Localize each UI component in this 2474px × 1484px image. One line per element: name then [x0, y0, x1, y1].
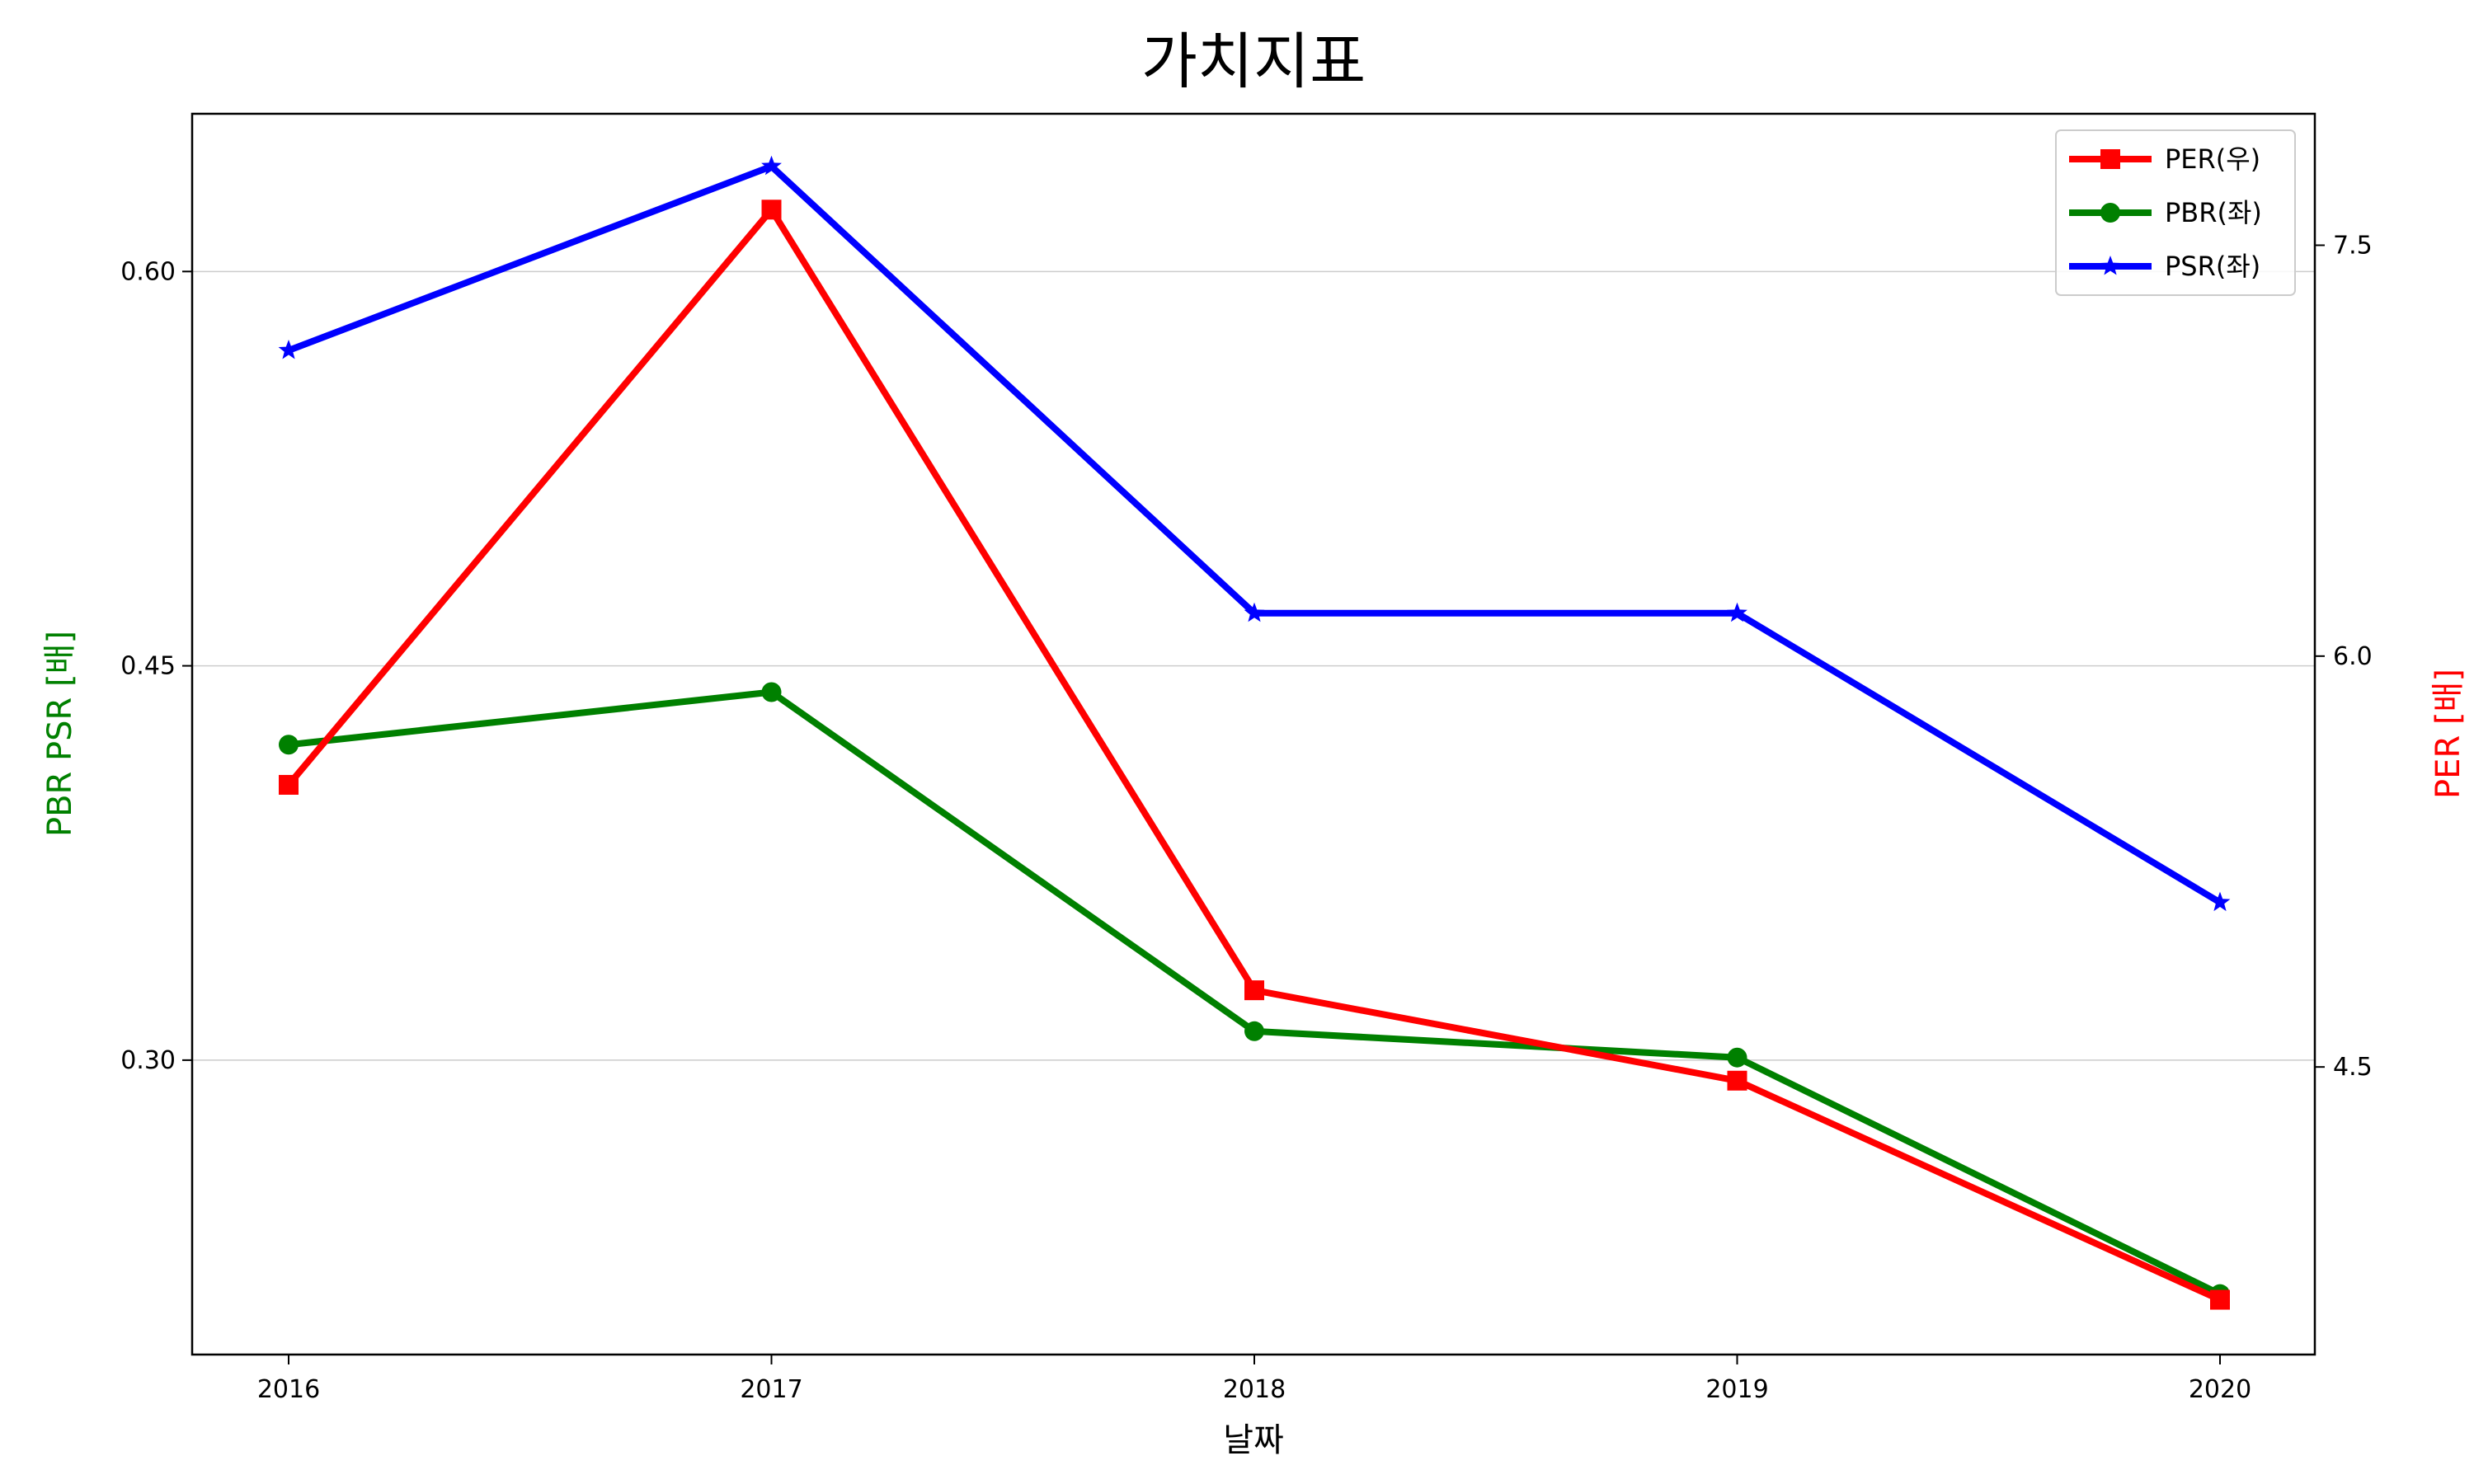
series-line-psr: [287, 162, 2222, 906]
data-point-psr: [2209, 891, 2231, 912]
plot-frame: [190, 112, 2316, 1356]
y-axis-left-label: PBR PSR [배]: [41, 631, 79, 837]
legend: PER(우) PBR(좌) PSR(좌): [2055, 129, 2296, 296]
data-point-per: [1727, 1070, 1747, 1091]
series-layer: [278, 155, 2231, 1310]
legend-marker: [2100, 203, 2120, 223]
data-point-pbr: [761, 682, 782, 702]
x-tick-label: 2017: [740, 1375, 802, 1404]
data-point-pbr: [1244, 1021, 1264, 1041]
series-per: [279, 200, 2230, 1310]
legend-marker: [2100, 149, 2120, 169]
chart-title: 가치지표: [1141, 26, 1366, 97]
data-point-psr: [1244, 602, 1265, 622]
y-axis-right: 4.5 6.0 7.5: [2315, 231, 2373, 1082]
legend-item-pbr: PBR(좌): [2069, 197, 2262, 228]
y-axis-left: 0.30 0.45 0.60: [120, 257, 192, 1075]
legend-label: PBR(좌): [2165, 197, 2262, 228]
y-right-tick-label: 7.5: [2333, 231, 2373, 260]
legend-item-per: PER(우): [2069, 143, 2260, 175]
x-tick-label: 2019: [1705, 1375, 1768, 1404]
y-left-tick-label: 0.60: [120, 257, 176, 286]
y-left-tick-label: 0.30: [120, 1046, 176, 1075]
series-line-per: [285, 206, 2222, 1303]
data-point-psr: [761, 155, 782, 176]
legend-item-psr: PSR(좌): [2069, 251, 2260, 282]
data-point-per: [279, 774, 299, 795]
legend-label: PSR(좌): [2165, 251, 2260, 282]
data-point-psr: [1727, 602, 1747, 622]
data-point-pbr: [279, 735, 299, 755]
y-axis-right-label: PER [배]: [2429, 669, 2467, 799]
gridlines: [192, 270, 2315, 1061]
x-tick-label: 2018: [1223, 1375, 1286, 1404]
data-point-per: [2210, 1289, 2230, 1310]
legend-label: PER(우): [2165, 143, 2260, 175]
data-point-per: [1244, 980, 1264, 1001]
data-point-per: [761, 200, 782, 220]
x-tick-label: 2020: [2189, 1375, 2251, 1404]
legend-marker: [2100, 256, 2121, 275]
y-right-tick-label: 4.5: [2333, 1053, 2373, 1082]
data-point-pbr: [1727, 1047, 1747, 1068]
x-axis-label: 날짜: [1223, 1421, 1284, 1459]
data-point-psr: [278, 340, 299, 359]
legend-box: [2055, 129, 2296, 296]
x-axis: 2016 2017 2018 2019 2020: [257, 1355, 2251, 1404]
series-pbr: [279, 682, 2230, 1304]
series-psr: [278, 155, 2231, 912]
y-right-tick-label: 6.0: [2333, 642, 2373, 671]
x-tick-label: 2016: [257, 1375, 320, 1404]
y-left-tick-label: 0.45: [120, 652, 176, 681]
